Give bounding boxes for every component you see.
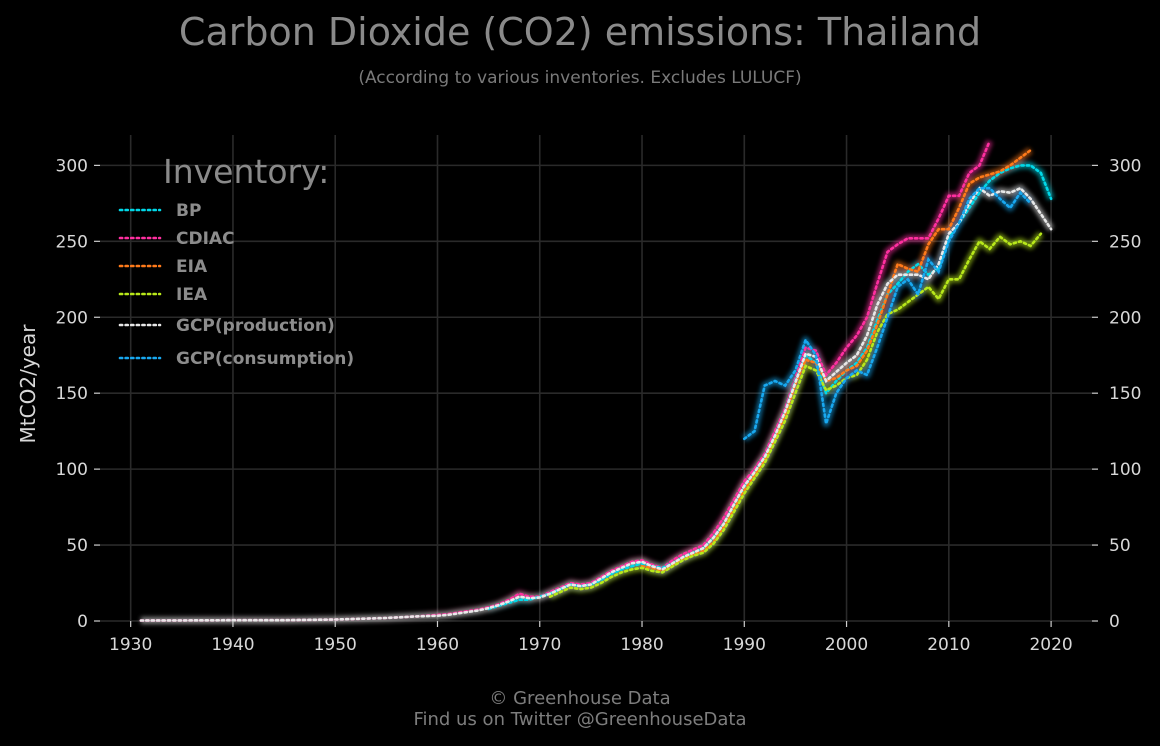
y-tick-label-left: 250: [56, 232, 88, 252]
legend-label-bp: BP: [176, 201, 201, 221]
series-glow-bp: [487, 161, 1055, 613]
legend: BP CDIAC EIA IEA GCP(production) GCP(consumpt…: [118, 201, 354, 369]
x-tick-label: 1950: [314, 635, 357, 655]
series-line-eia: [640, 148, 1032, 573]
y-tick-label-left: 100: [56, 460, 88, 480]
series-line-cdiac: [139, 139, 992, 622]
y-tick-label-right: 300: [1109, 156, 1141, 176]
y-tick-label-left: 50: [66, 536, 88, 556]
legend-label-iea: IEA: [176, 285, 208, 305]
footer-twitter: Find us on Twitter @GreenhouseData: [413, 709, 747, 730]
y-tick-label-right: 50: [1109, 536, 1131, 556]
series-line-gcp-consumption: [742, 186, 1032, 441]
chart-subtitle: (According to various inventories. Exclu…: [358, 68, 802, 88]
y-tick-label-right: 150: [1109, 384, 1141, 404]
series-line-iea: [548, 232, 1043, 599]
y-tick-label-right: 100: [1109, 460, 1141, 480]
x-tick-label: 1930: [109, 635, 152, 655]
legend-label-cdiac: CDIAC: [176, 229, 235, 249]
footer-copyright: © Greenhouse Data: [489, 688, 671, 709]
legend-title: Inventory:: [163, 152, 329, 191]
axis-ticks: 1930 1940 1950 1960 1970 1980 1990 2000 2010 2020…: [56, 156, 1142, 655]
y-tick-label-left: 300: [56, 156, 88, 176]
legend-label-eia: EIA: [176, 257, 208, 277]
x-tick-label: 1940: [211, 635, 254, 655]
x-tick-label: 1960: [416, 635, 459, 655]
y-tick-label-left: 0: [77, 612, 88, 632]
x-tick-label: 2020: [1029, 635, 1072, 655]
y-tick-label-right: 250: [1109, 232, 1141, 252]
legend-label-gcp-consumption: GCP(consumption): [176, 349, 354, 369]
grid-lines: [100, 135, 1092, 622]
legend-label-gcp-production: GCP(production): [176, 316, 335, 336]
y-axis-label: MtCO2/year: [16, 324, 40, 444]
x-tick-label: 2010: [927, 635, 970, 655]
y-tick-label-right: 200: [1109, 308, 1141, 328]
y-tick-label-right: 0: [1109, 612, 1120, 632]
x-tick-label: 2000: [825, 635, 868, 655]
series-line-bp: [487, 164, 1053, 611]
x-tick-label: 1980: [620, 635, 663, 655]
chart-title: Carbon Dioxide (CO2) emissions: Thailand: [178, 10, 982, 54]
y-tick-label-left: 150: [56, 384, 88, 404]
x-tick-label: 1970: [518, 635, 561, 655]
series-glow: [140, 139, 1055, 624]
y-tick-label-left: 200: [56, 308, 88, 328]
x-tick-label: 1990: [723, 635, 766, 655]
series-glow-cdiac: [140, 139, 993, 624]
series-glow-iea: [548, 231, 1044, 600]
series-lines: [139, 139, 1053, 622]
series-glow-gcp-production: [140, 184, 1055, 624]
series-line-gcp-production: [139, 186, 1053, 622]
